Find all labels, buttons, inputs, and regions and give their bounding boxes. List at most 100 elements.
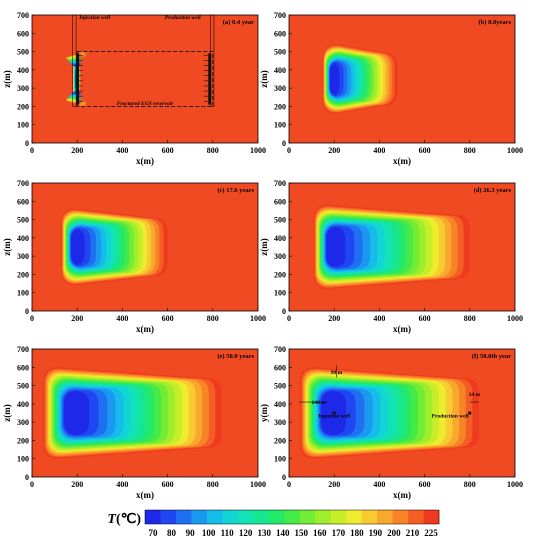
plot-area xyxy=(289,349,515,477)
y-tick-label: 100 xyxy=(17,455,29,464)
x-tick-label: 800 xyxy=(464,480,476,489)
y-tick-label: 100 xyxy=(274,289,286,298)
x-tick-label: 400 xyxy=(373,146,385,155)
y-tick-label: 300 xyxy=(274,84,286,93)
panel-e: 0 200 400 600 800 1000 0 100 200 300 400 500 600 700 x… xyxy=(2,345,266,500)
contour-band xyxy=(329,62,340,96)
y-tick-label: 500 xyxy=(274,48,286,57)
x-tick-label: 200 xyxy=(328,314,340,323)
colorbar-swatch xyxy=(299,510,316,524)
colorbar-tick-label: 150 xyxy=(295,528,309,538)
y-tick-label: 500 xyxy=(17,382,29,391)
y-tick-label: 600 xyxy=(274,29,286,38)
colorbar-swatch xyxy=(346,510,362,524)
x-tick-label: 400 xyxy=(116,146,128,155)
y-tick-label: 600 xyxy=(17,197,29,206)
colorbar-tick-label: 140 xyxy=(276,528,290,538)
y-axis-label: z(m) xyxy=(259,238,269,256)
colorbar-tick-label: 200 xyxy=(387,528,401,538)
colorbar-tick-label: 120 xyxy=(239,528,253,538)
contour-band xyxy=(326,226,346,268)
y-tick-label: 200 xyxy=(17,102,29,111)
colorbar-swatch xyxy=(237,510,254,524)
x-tick-label: 200 xyxy=(71,146,83,155)
y-tick-label: 300 xyxy=(17,84,29,93)
panel-title: (e) 50.0 years xyxy=(217,353,254,360)
x-tick-label: 600 xyxy=(419,314,431,323)
x-tick-label: 400 xyxy=(116,314,128,323)
axes-frame xyxy=(31,182,259,312)
x-tick-label: 600 xyxy=(419,146,431,155)
x-tick-label: 800 xyxy=(207,314,219,323)
axes-frame xyxy=(288,182,516,312)
plot-area xyxy=(32,183,258,311)
x-axis-label: x(m) xyxy=(393,324,411,334)
y-tick-label: 400 xyxy=(17,66,29,75)
y-tick-label: 700 xyxy=(17,11,29,20)
colorbar-tick-label: 90 xyxy=(186,528,196,538)
y-tick-label: 0 xyxy=(282,473,286,482)
production-well-screen xyxy=(208,53,212,105)
y-tick-label: 400 xyxy=(274,400,286,409)
colorbar-tick-label: 210 xyxy=(406,528,420,538)
panel-f: 0 200 400 600 800 1000 0 100 200 300 400 500 600 700 x… xyxy=(259,345,523,500)
y-tick-label: 700 xyxy=(274,179,286,188)
colorbar-swatch xyxy=(206,510,223,524)
panel-a: 0 200 400 600 800 1000 0 100 200 300 400 500 600 700 x… xyxy=(2,11,266,166)
y-tick-label: 500 xyxy=(274,216,286,225)
x-axis-label: x(m) xyxy=(136,324,154,334)
colorbar-tick-label: 190 xyxy=(369,528,383,538)
y-tick-label: 700 xyxy=(17,179,29,188)
x-tick-label: 0 xyxy=(30,480,34,489)
x-tick-label: 0 xyxy=(287,146,291,155)
y-tick-label: 400 xyxy=(17,234,29,243)
y-tick-label: 300 xyxy=(274,252,286,261)
colorbar-tick-label: 70 xyxy=(149,528,159,538)
x-tick-label: 600 xyxy=(162,480,174,489)
background-field xyxy=(32,15,258,143)
y-tick-label: 0 xyxy=(282,307,286,316)
colorbar-swatch xyxy=(268,510,285,524)
annotation: Production well xyxy=(432,414,469,420)
y-tick-label: 600 xyxy=(274,197,286,206)
colorbar-tick-label: 160 xyxy=(313,528,327,538)
y-tick-label: 300 xyxy=(274,418,286,427)
y-tick-label: 700 xyxy=(17,345,29,354)
panel-title: (b) 8.0years xyxy=(479,19,512,26)
y-tick-label: 200 xyxy=(274,436,286,445)
y-tick-label: 0 xyxy=(25,307,29,316)
injection-well-marker xyxy=(332,411,336,415)
x-tick-label: 400 xyxy=(116,480,128,489)
y-tick-label: 0 xyxy=(282,139,286,148)
x-tick-label: 800 xyxy=(464,146,476,155)
y-axis-label: z(m) xyxy=(2,70,12,88)
panel-title: (c) 17.6 years xyxy=(217,187,254,194)
y-tick-label: 600 xyxy=(17,363,29,372)
colorbar-swatch xyxy=(377,510,393,524)
x-tick-label: 200 xyxy=(71,480,83,489)
y-tick-label: 200 xyxy=(274,270,286,279)
y-tick-label: 700 xyxy=(274,11,286,20)
y-axis-label: z(m) xyxy=(2,238,12,256)
annotation: Fractured EGS reservoir xyxy=(117,101,174,107)
colorbar: 70 80 90 100 110 120 130 140 150 160 170 180 190 200 2… xyxy=(107,509,440,538)
colorbar-swatch xyxy=(361,510,378,524)
colorbar-tick-label: 130 xyxy=(257,528,271,538)
colorbar-tick-label: 225 xyxy=(424,528,438,538)
x-tick-label: 600 xyxy=(162,314,174,323)
panel-b: 0 200 400 600 800 1000 0 100 200 300 400 500 600 700 x… xyxy=(259,11,523,166)
x-tick-label: 600 xyxy=(419,480,431,489)
annotation: Injection well xyxy=(78,15,110,21)
x-axis-label: x(m) xyxy=(393,156,411,166)
x-tick-label: 200 xyxy=(71,314,83,323)
colorbar-swatch xyxy=(330,510,347,524)
y-tick-label: 200 xyxy=(17,436,29,445)
x-axis-label: x(m) xyxy=(393,490,411,500)
x-tick-label: 1000 xyxy=(507,146,523,155)
x-tick-label: 800 xyxy=(207,146,219,155)
y-tick-label: 100 xyxy=(274,121,286,130)
contour-band xyxy=(64,391,90,435)
colorbar-swatch xyxy=(191,510,208,524)
y-tick-label: 0 xyxy=(25,139,29,148)
